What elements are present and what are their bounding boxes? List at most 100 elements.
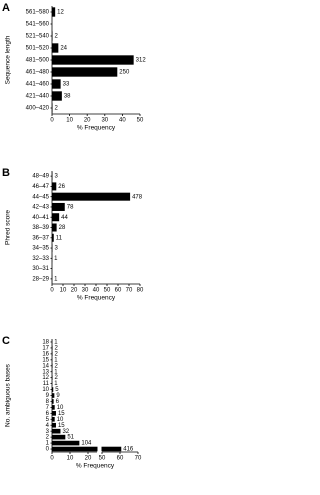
y-tick-label: 4	[46, 423, 50, 429]
x-tick-label: 30	[82, 288, 89, 294]
y-tick-label: 18	[42, 340, 49, 346]
y-tick-label: 13	[42, 369, 49, 375]
x-axis-label: % Frequency	[77, 125, 116, 132]
x-tick-label: 50	[99, 456, 106, 462]
bar	[52, 446, 122, 452]
x-tick-label: 40	[93, 288, 100, 294]
count-label: 10	[57, 417, 64, 423]
count-label: 250	[119, 70, 130, 76]
x-tick-label: 10	[67, 456, 74, 462]
bar	[52, 440, 80, 446]
y-tick-label: 16	[42, 351, 49, 357]
count-label: 44	[61, 215, 68, 221]
count-label: 1	[54, 256, 58, 262]
y-tick-label: 561–580	[26, 10, 50, 16]
count-label: 3	[54, 246, 58, 252]
bar	[52, 399, 54, 404]
y-tick-label: 30–31	[32, 266, 49, 272]
count-label: 312	[136, 58, 147, 64]
x-tick-label: 50	[137, 118, 144, 124]
x-axis-label: % Frequency	[76, 463, 115, 470]
bar	[52, 67, 118, 77]
y-tick-label: 10	[42, 387, 49, 393]
count-label: 10	[57, 405, 64, 411]
count-label: 9	[56, 393, 60, 399]
y-tick-label: 11	[43, 381, 50, 387]
count-label: 33	[63, 82, 70, 88]
x-tick-label: 20	[85, 456, 92, 462]
bar	[52, 428, 61, 434]
count-label: 28	[59, 225, 66, 231]
count-label: 15	[58, 411, 65, 417]
x-tick-label: 70	[126, 288, 133, 294]
count-label: 5	[55, 387, 59, 393]
count-label: 1	[54, 381, 58, 387]
count-label: 1	[54, 357, 58, 363]
count-label: 38	[64, 94, 71, 100]
bar	[52, 411, 56, 416]
bar	[52, 202, 65, 211]
x-tick-label: 70	[135, 456, 142, 462]
x-tick-label: 20	[71, 288, 78, 294]
panel-label: C	[2, 335, 10, 347]
bar	[52, 416, 55, 422]
y-tick-label: 5	[46, 417, 50, 423]
bar	[52, 434, 66, 440]
y-tick-label: 1	[46, 441, 50, 447]
bar	[52, 387, 54, 392]
y-tick-label: 7	[46, 405, 50, 411]
bar	[52, 55, 134, 65]
y-tick-label: 2	[46, 435, 50, 441]
y-tick-label: 9	[46, 393, 50, 399]
count-label: 2	[55, 351, 59, 357]
bar	[52, 7, 56, 17]
x-tick-label: 80	[137, 288, 144, 294]
x-tick-label: 50	[104, 288, 111, 294]
x-axis-label: % Frequency	[77, 295, 116, 302]
bar	[52, 233, 54, 242]
y-tick-label: 48–49	[32, 174, 49, 180]
count-label: 78	[67, 205, 74, 211]
y-tick-label: 8	[46, 399, 50, 405]
count-label: 1	[54, 276, 58, 282]
count-label: 2	[55, 106, 59, 112]
count-label: 2	[55, 345, 59, 351]
count-label: 24	[60, 46, 67, 52]
y-tick-label: 15	[42, 357, 49, 363]
y-tick-label: 461–480	[26, 70, 50, 76]
count-label: 104	[81, 441, 92, 447]
bar	[52, 405, 55, 410]
y-tick-label: 421–440	[26, 94, 50, 100]
count-label: 26	[58, 184, 65, 190]
y-tick-label: 6	[46, 411, 50, 417]
y-tick-label: 28–29	[32, 276, 49, 282]
panel-label: B	[2, 167, 10, 179]
count-label: 3	[54, 174, 58, 180]
x-tick-label: 60	[115, 288, 122, 294]
x-tick-label: 0	[50, 288, 54, 294]
y-tick-label: 0	[46, 447, 50, 453]
y-tick-label: 32–33	[32, 256, 49, 262]
count-label: 416	[123, 447, 134, 453]
x-tick-label: 30	[101, 118, 108, 124]
y-tick-label: 501–520	[26, 46, 50, 52]
y-tick-label: 441–460	[26, 82, 50, 88]
count-label: 2	[55, 34, 59, 40]
bar	[52, 91, 62, 101]
count-label: 12	[57, 10, 64, 16]
bar	[52, 182, 57, 191]
y-tick-label: 34–35	[32, 246, 49, 252]
x-tick-label: 40	[119, 118, 126, 124]
bar	[52, 43, 59, 53]
y-tick-label: 14	[42, 363, 49, 369]
y-tick-label: 521–540	[26, 34, 50, 40]
count-label: 1	[54, 369, 58, 375]
y-tick-label: 36–37	[32, 235, 49, 241]
y-axis-label: No. ambiguous bases	[5, 363, 12, 427]
bar	[52, 422, 56, 428]
y-tick-label: 17	[42, 345, 49, 351]
count-label: 2	[55, 375, 59, 381]
count-label: 478	[132, 194, 143, 200]
x-tick-label: 60	[117, 456, 124, 462]
